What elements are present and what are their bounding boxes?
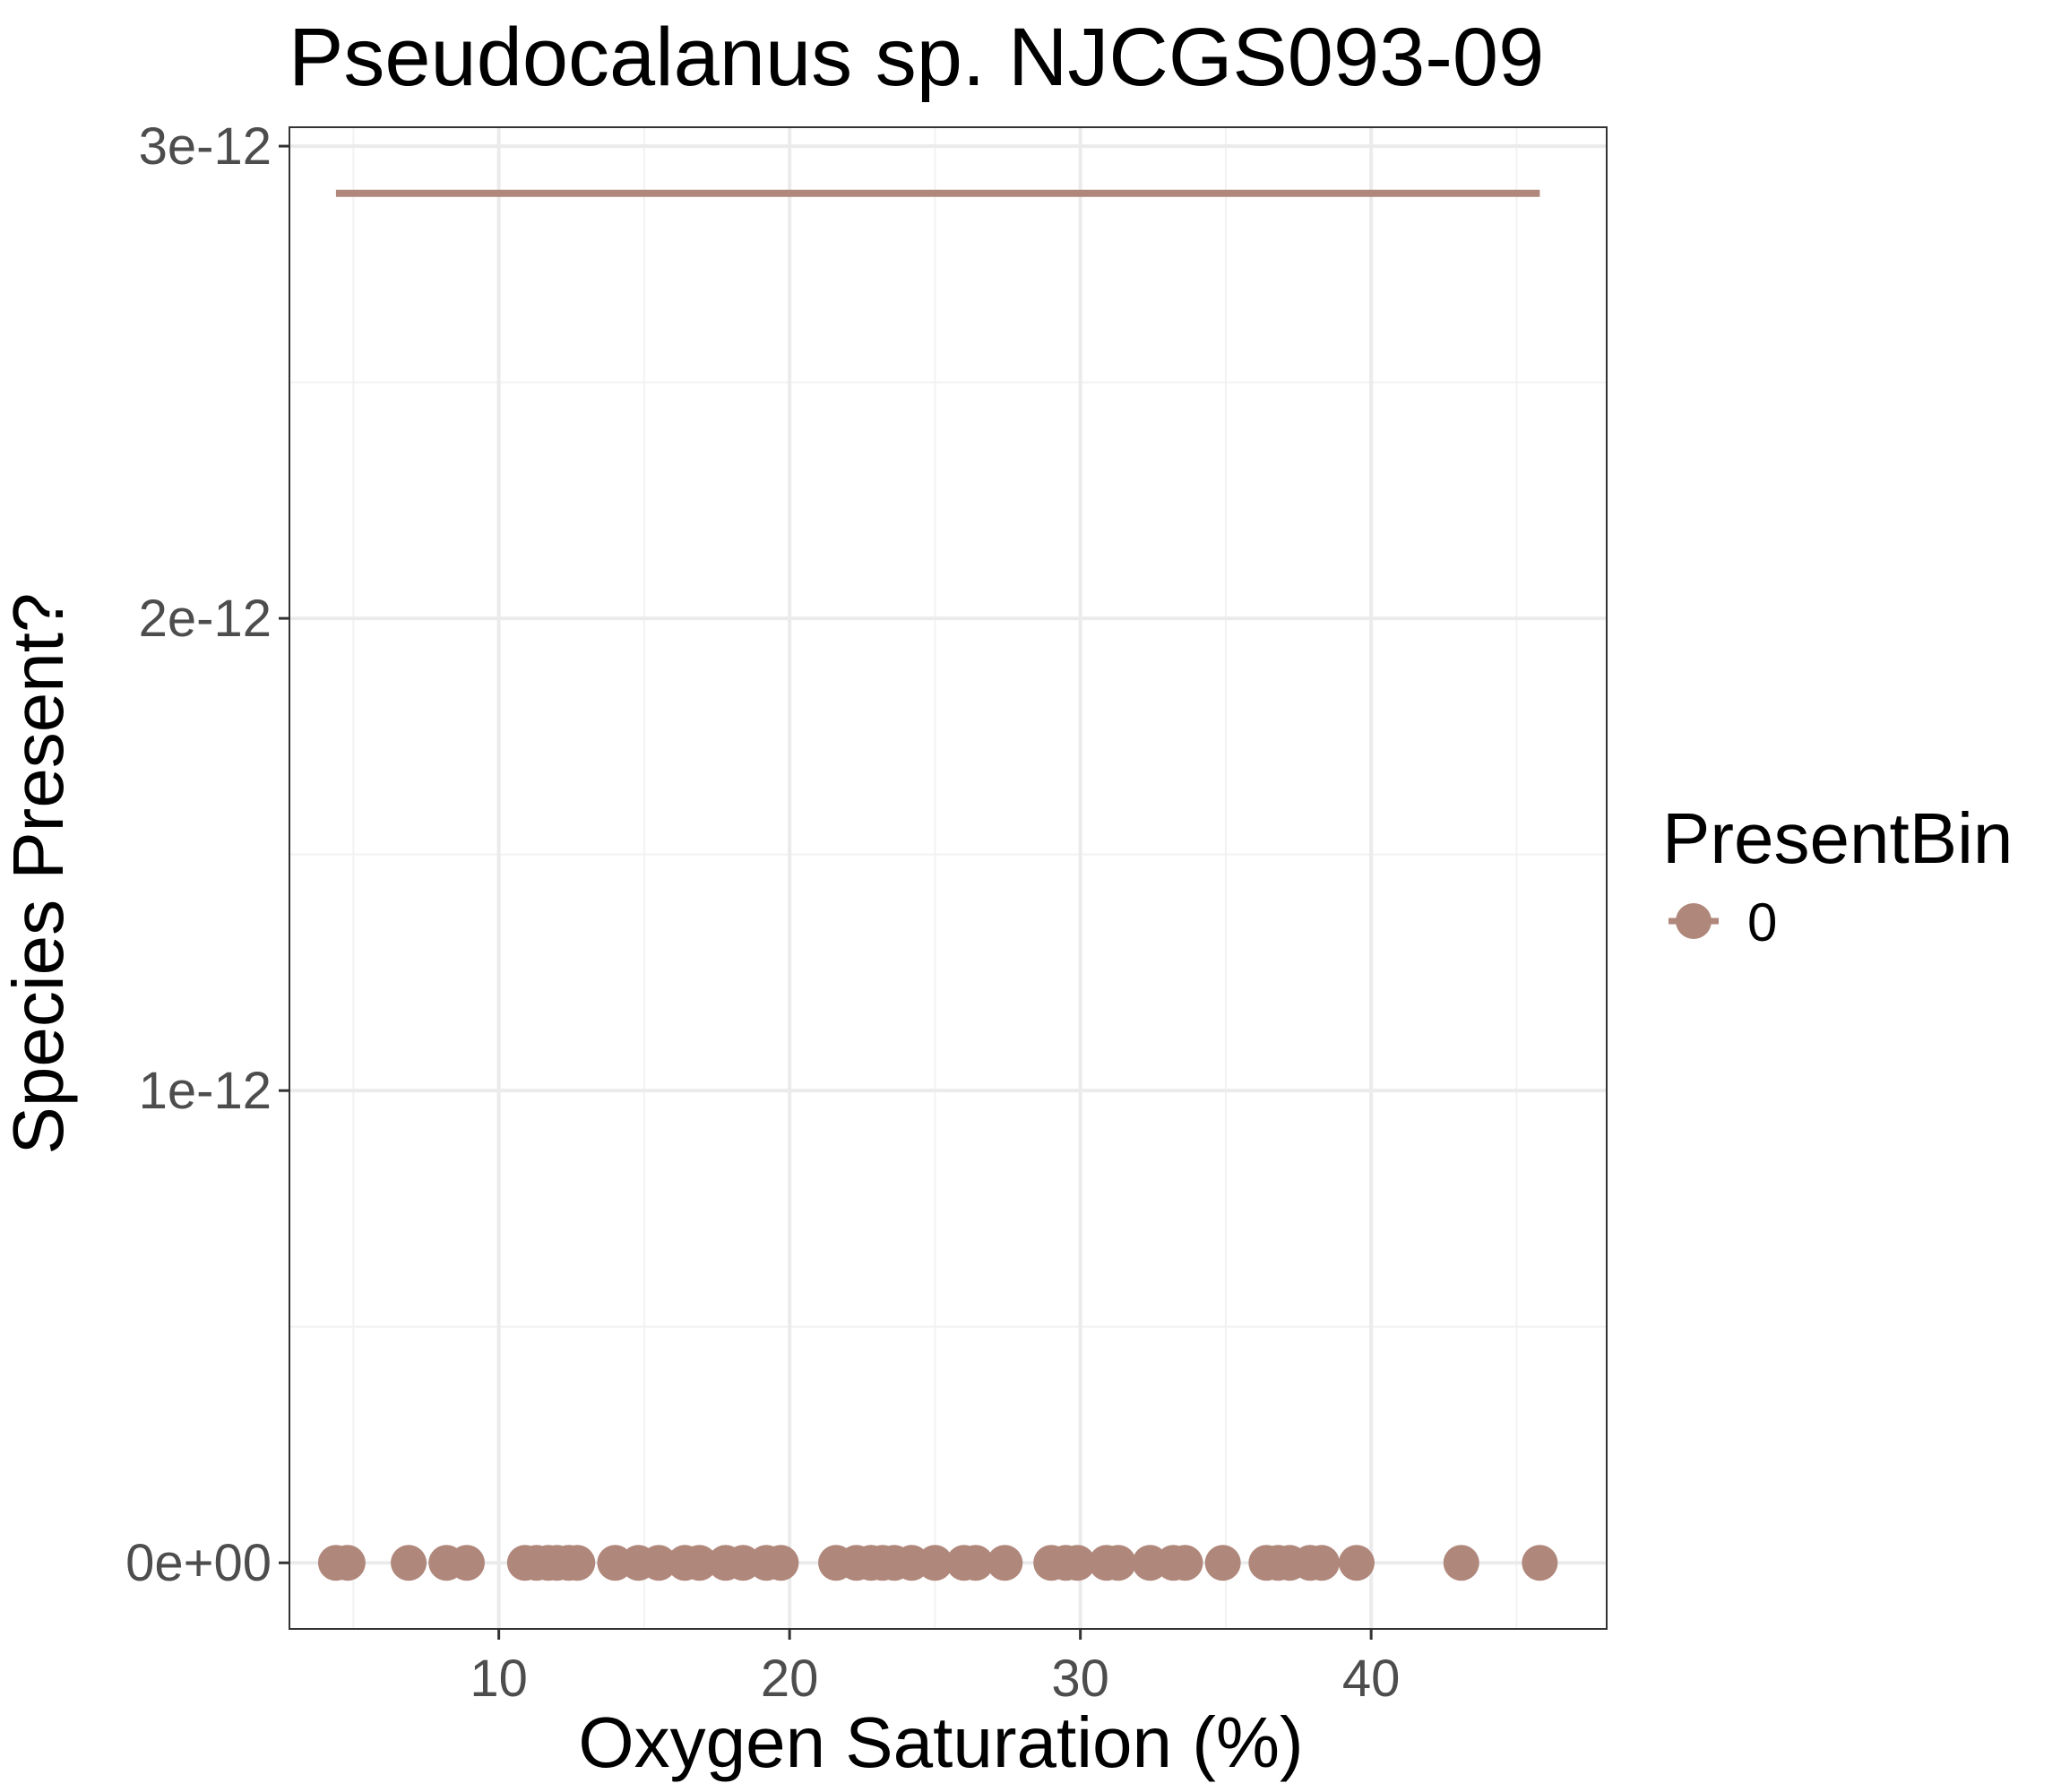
- data-point: [1167, 1545, 1203, 1581]
- data-point: [1303, 1545, 1340, 1581]
- data-point: [917, 1545, 953, 1581]
- legend-label: 0: [1747, 892, 1777, 952]
- legend-title: PresentBin: [1662, 798, 2013, 878]
- data-point: [1443, 1545, 1479, 1581]
- data-point: [1099, 1545, 1136, 1581]
- x-tick-label: 30: [1051, 1650, 1109, 1708]
- y-tick-label: 0e+00: [125, 1534, 272, 1592]
- x-tick-label: 40: [1342, 1650, 1401, 1708]
- data-point: [1059, 1545, 1096, 1581]
- data-point: [559, 1545, 596, 1581]
- y-tick-label: 1e-12: [139, 1062, 272, 1120]
- y-tick-label: 2e-12: [139, 590, 272, 648]
- data-point: [391, 1545, 427, 1581]
- y-tick-label: 3e-12: [139, 117, 272, 176]
- data-point: [987, 1545, 1023, 1581]
- data-point: [448, 1545, 485, 1581]
- series-layer: [317, 189, 1558, 1581]
- data-point: [1204, 1545, 1241, 1581]
- x-axis-title: Oxygen Saturation (%): [578, 1702, 1303, 1782]
- axes: 10 20 30 40 0e+00 1e-12 2e-12 3e-12: [125, 117, 1400, 1708]
- chart-title: Pseudocalanus sp. NJCGS093-09: [289, 12, 1544, 103]
- data-point: [681, 1545, 718, 1581]
- data-point: [1338, 1545, 1375, 1581]
- data-point: [957, 1545, 994, 1581]
- data-point: [329, 1545, 366, 1581]
- x-tick-label: 20: [761, 1650, 819, 1708]
- panel-border: [289, 126, 1608, 1630]
- data-point: [763, 1545, 799, 1581]
- grid: [289, 127, 1607, 1629]
- y-axis-title: Species Present?: [0, 592, 78, 1154]
- data-point: [641, 1545, 677, 1581]
- legend-key-marker: [1676, 903, 1712, 939]
- data-point: [1522, 1545, 1558, 1581]
- x-tick-label: 10: [470, 1650, 528, 1708]
- legend: PresentBin 0: [1662, 798, 2013, 952]
